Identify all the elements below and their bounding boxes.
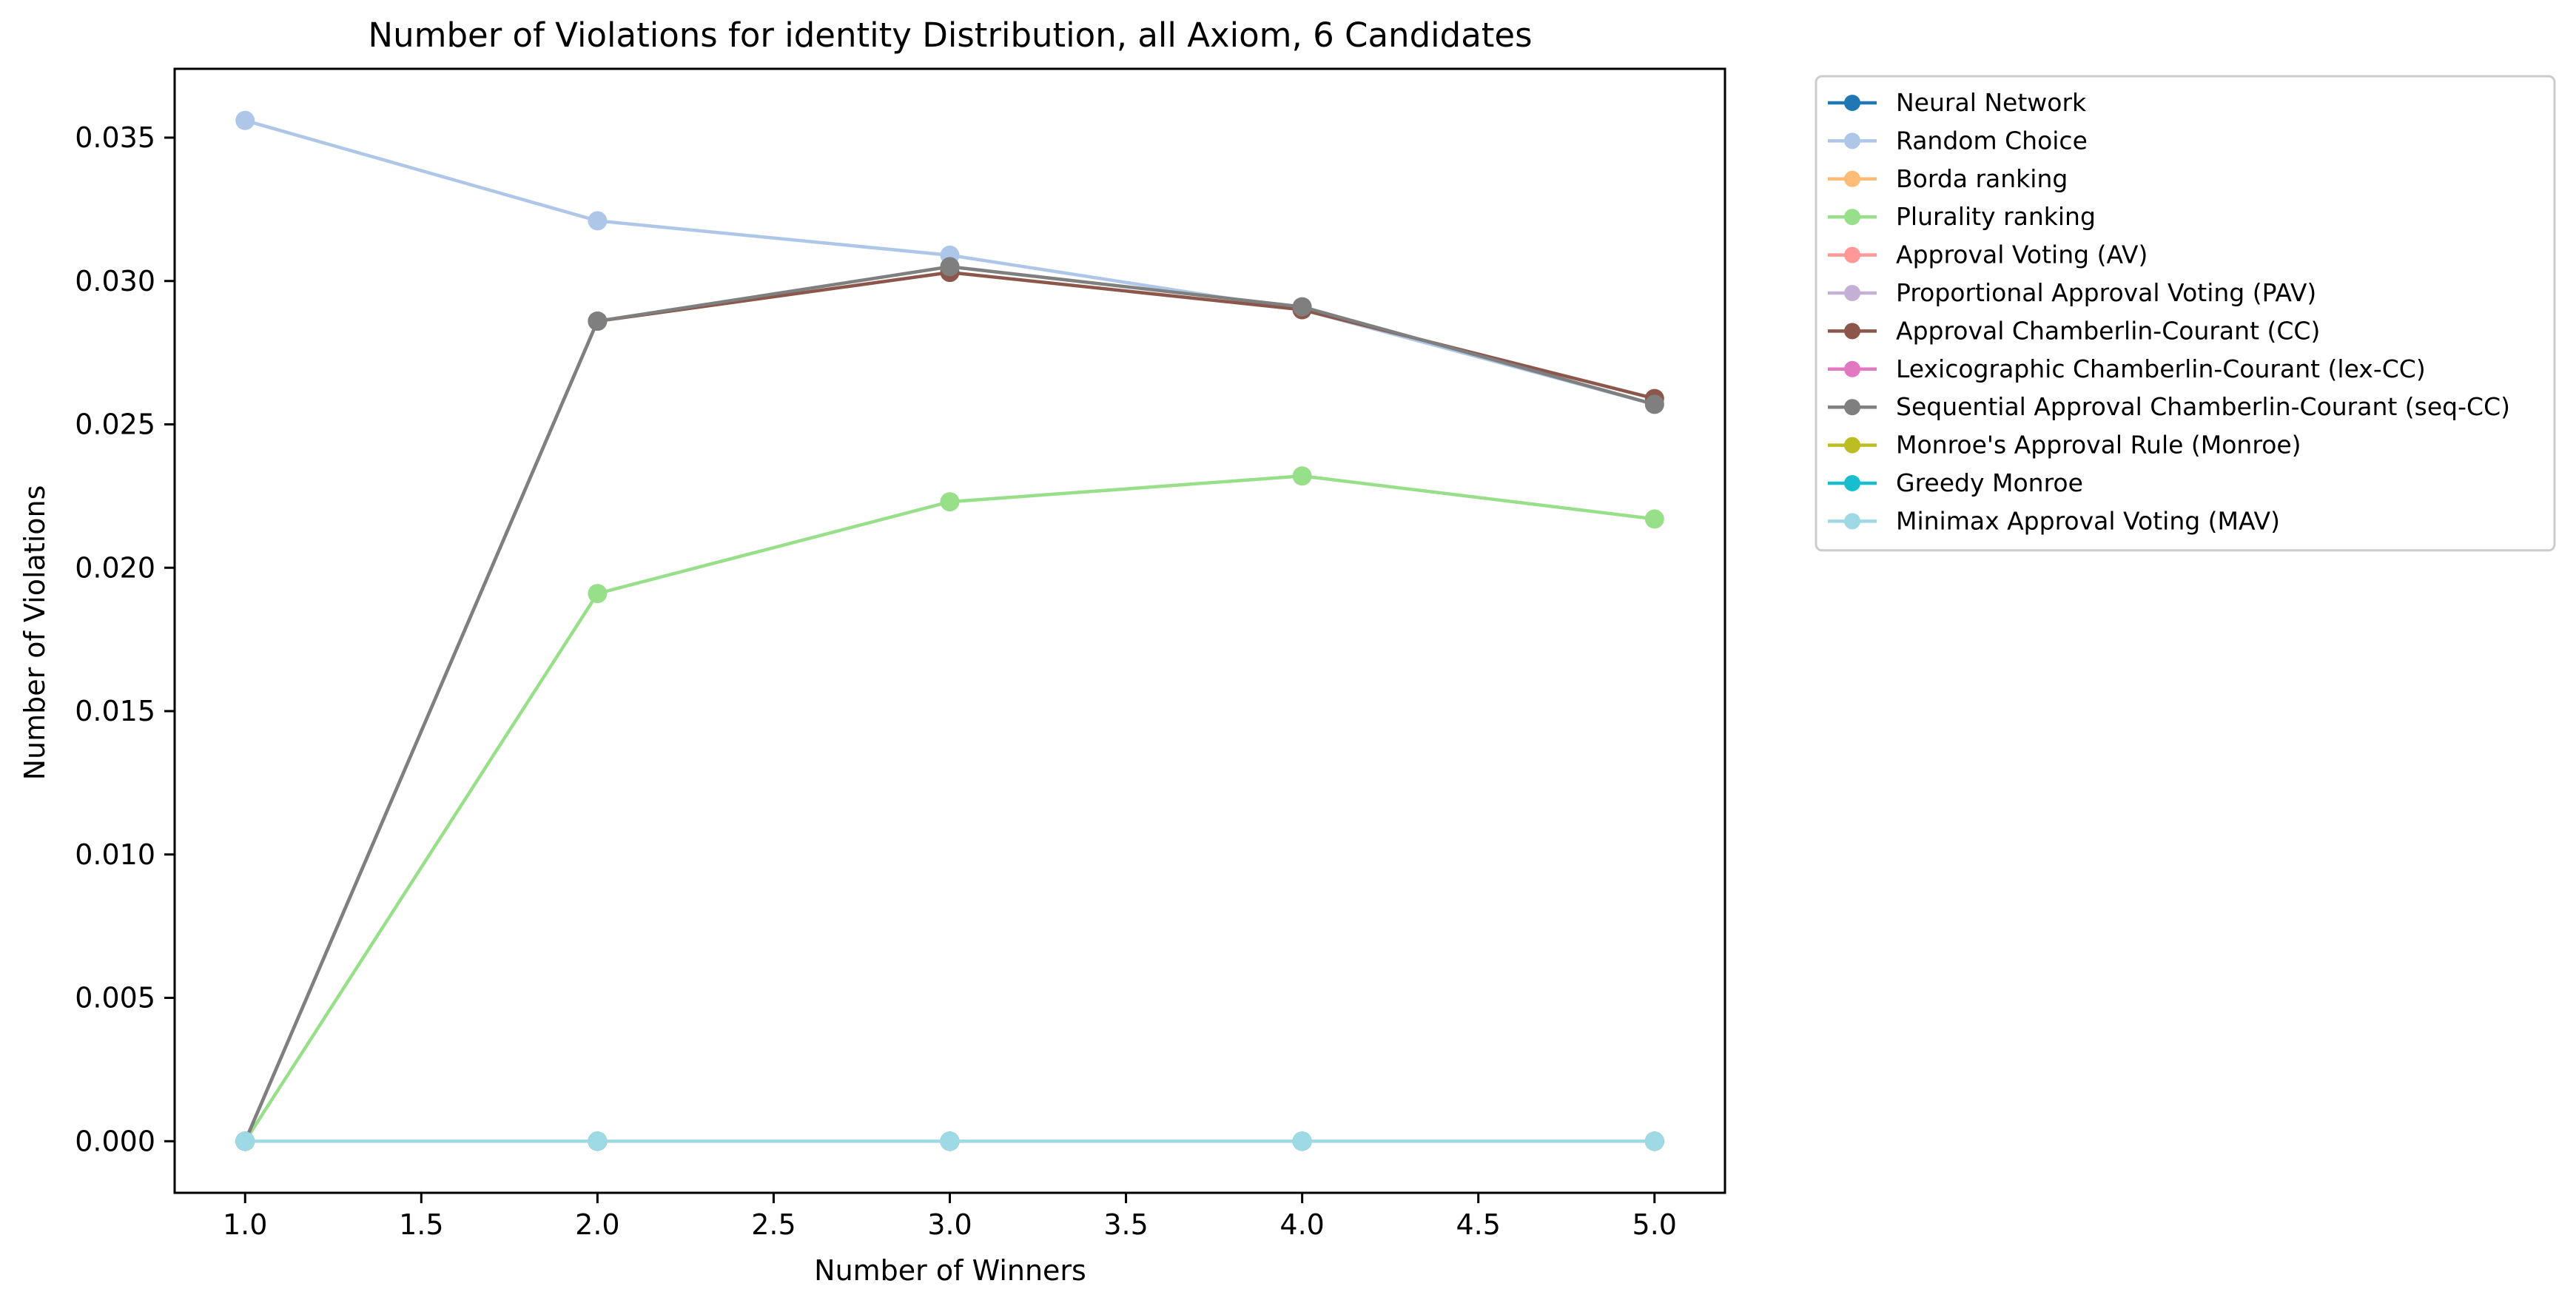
legend-marker: [1844, 209, 1860, 226]
legend-entry: Sequential Approval Chamberlin-Courant (…: [1828, 392, 2510, 421]
chart-title: Number of Violations for identity Distri…: [368, 16, 1532, 55]
legend-label: Sequential Approval Chamberlin-Courant (…: [1896, 392, 2510, 421]
legend-label: Neural Network: [1896, 88, 2087, 117]
legend-entry: Approval Chamberlin-Courant (CC): [1828, 316, 2320, 345]
legend-marker: [1844, 360, 1860, 377]
data-point: [940, 1131, 960, 1151]
legend-box: [1815, 75, 2556, 552]
y-axis-label: Number of Violations: [19, 485, 51, 781]
legend-label: Monroe's Approval Rule (Monroe): [1896, 431, 2301, 460]
legend-label: Random Choice: [1896, 126, 2088, 155]
legend-marker: [1844, 437, 1860, 454]
y-tick-label: 0.015: [75, 695, 155, 727]
legend-entry: Approval Voting (AV): [1828, 240, 2148, 269]
y-tick-label: 0.030: [75, 265, 155, 297]
legend-entry: Monroe's Approval Rule (Monroe): [1828, 431, 2301, 460]
legend-label: Minimax Approval Voting (MAV): [1896, 506, 2280, 535]
data-point: [1644, 1131, 1664, 1151]
legend-marker: [1844, 285, 1860, 301]
legend-marker: [1844, 513, 1860, 530]
legend-label: Approval Chamberlin-Courant (CC): [1896, 316, 2320, 345]
y-tick-label: 0.010: [75, 838, 155, 871]
legend-marker: [1844, 246, 1860, 263]
legend-label: Borda ranking: [1896, 164, 2068, 193]
series-line-6: [243, 270, 1655, 1143]
x-tick-label: 1.0: [223, 1208, 267, 1241]
legend-label: Plurality ranking: [1896, 202, 2096, 231]
legend-marker: [1844, 132, 1860, 149]
legend-marker: [1844, 95, 1860, 111]
data-point: [235, 110, 255, 130]
x-tick-label: 4.0: [1279, 1208, 1324, 1241]
y-tick-label: 0.035: [75, 121, 155, 154]
data-point: [588, 1131, 608, 1151]
data-point: [1292, 466, 1312, 486]
x-axis: 1.0 1.5 2.0 2.5 3.0 3.5 4.0 4.5 5.0: [223, 1193, 1677, 1241]
x-tick-label: 3.0: [927, 1208, 972, 1241]
legend: Neural Network Random Choice Borda ranking…: [1815, 75, 2556, 552]
legend-entry: Minimax Approval Voting (MAV): [1828, 506, 2280, 535]
legend-entry: Borda ranking: [1828, 164, 2068, 193]
legend-label: Proportional Approval Voting (PAV): [1896, 278, 2316, 307]
data-point: [588, 312, 608, 331]
data-point: [235, 1131, 255, 1151]
legend-entry: Proportional Approval Voting (PAV): [1828, 278, 2316, 307]
data-point: [1644, 394, 1664, 414]
y-tick-label: 0.005: [75, 982, 155, 1014]
x-tick-label: 4.5: [1456, 1208, 1500, 1241]
legend-label: Lexicographic Chamberlin-Courant (lex-CC…: [1896, 354, 2426, 383]
legend-marker: [1844, 399, 1860, 416]
series-line-8: [243, 265, 1655, 1143]
series-line-3: [243, 474, 1655, 1143]
legend-marker: [1844, 475, 1860, 491]
y-tick-label: 0.000: [75, 1125, 155, 1157]
data-point: [588, 211, 608, 231]
y-axis: 0.000 0.005 0.010 0.015 0.020 0.025 0.030 0.035: [75, 121, 175, 1157]
legend-entry: Neural Network: [1828, 88, 2087, 117]
data-point: [588, 584, 608, 604]
x-axis-label: Number of Winners: [814, 1254, 1086, 1287]
legend-entry: Greedy Monroe: [1828, 468, 2083, 497]
y-tick-label: 0.025: [75, 408, 155, 441]
legend-entry: Lexicographic Chamberlin-Courant (lex-CC…: [1828, 354, 2426, 383]
data-point: [1292, 297, 1312, 317]
legend-entry: Random Choice: [1828, 126, 2088, 155]
x-tick-label: 3.5: [1103, 1208, 1148, 1241]
data-point: [1292, 1131, 1312, 1151]
plot-area: [173, 67, 1726, 1194]
y-tick-label: 0.020: [75, 551, 155, 584]
plot-frame: [173, 67, 1726, 1194]
data-point: [940, 492, 960, 512]
legend-marker: [1844, 170, 1860, 187]
legend-label: Greedy Monroe: [1896, 468, 2083, 497]
x-tick-label: 2.5: [751, 1208, 796, 1241]
data-point: [940, 257, 960, 277]
x-tick-label: 5.0: [1632, 1208, 1677, 1241]
legend-label: Approval Voting (AV): [1896, 240, 2148, 269]
legend-marker: [1844, 323, 1860, 340]
data-point: [1644, 509, 1664, 529]
x-tick-label: 1.5: [399, 1208, 443, 1241]
x-tick-label: 2.0: [575, 1208, 619, 1241]
legend-entry: Plurality ranking: [1828, 202, 2096, 231]
